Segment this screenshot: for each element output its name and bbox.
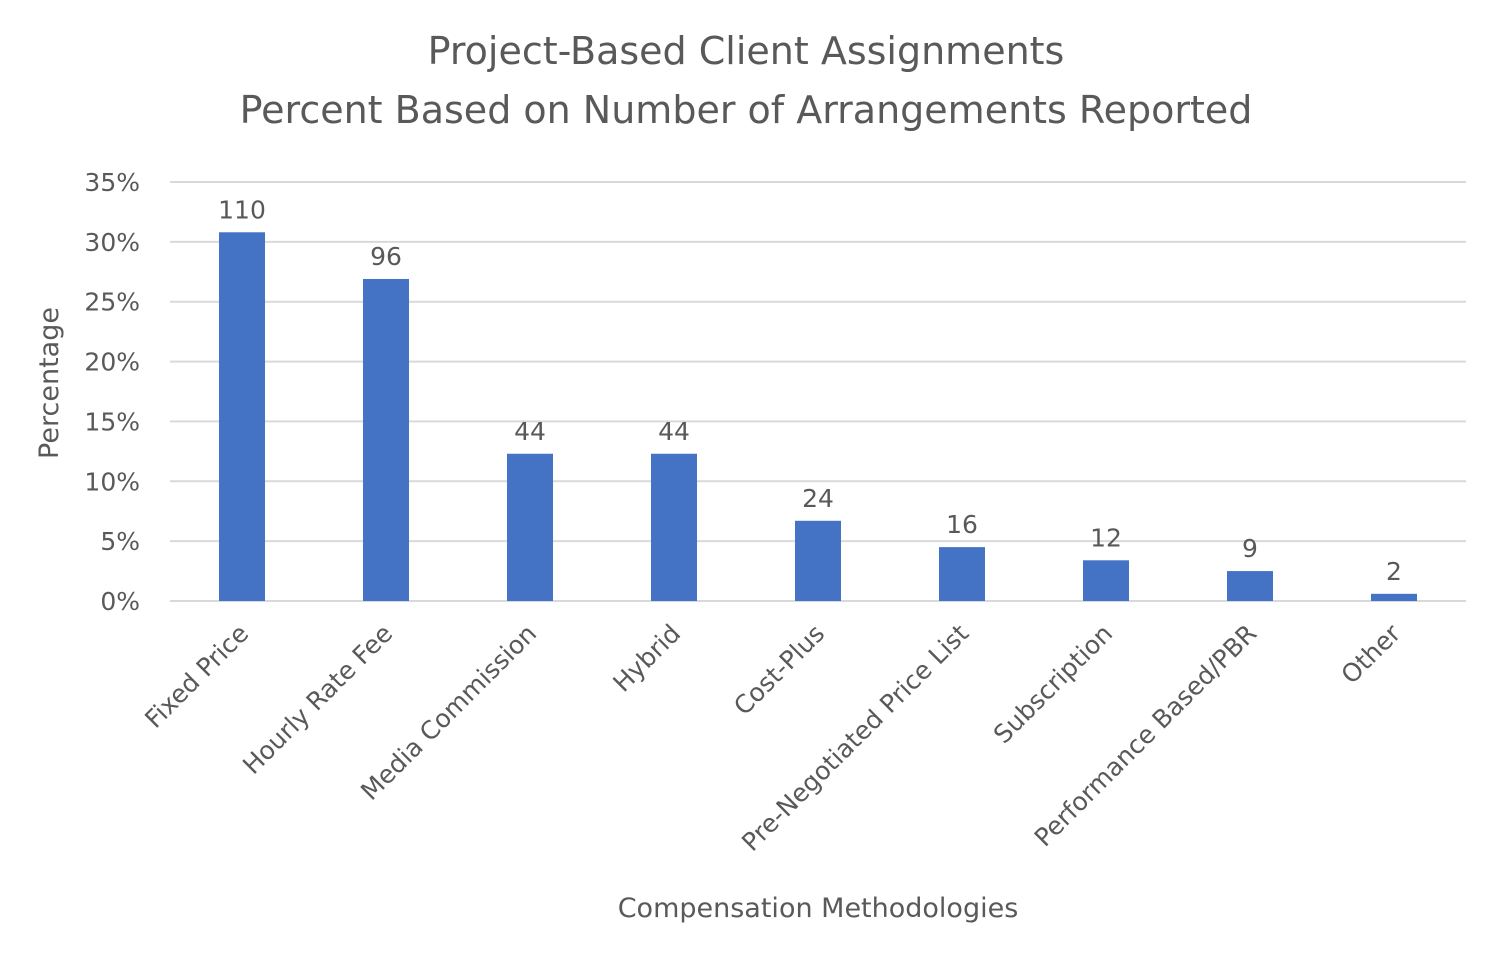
y-tick-label: 5% [100, 527, 140, 556]
data-label: 24 [802, 484, 834, 513]
data-label: 44 [658, 417, 690, 446]
data-label: 110 [218, 195, 266, 224]
data-label: 44 [514, 417, 546, 446]
x-tick-label: Subscription [988, 619, 1118, 749]
y-tick-label: 30% [84, 228, 140, 257]
y-tick-label: 15% [84, 407, 140, 436]
bar [363, 278, 409, 601]
x-tick-label: Hourly Rate Fee [237, 619, 398, 780]
x-tick-label: Hybrid [607, 619, 686, 698]
bar [219, 232, 265, 601]
y-tick-label: 20% [84, 348, 140, 377]
data-label: 16 [946, 510, 978, 539]
y-tick-label: 10% [84, 467, 140, 496]
bar [795, 520, 841, 601]
data-label: 9 [1242, 534, 1258, 563]
x-axis-label: Compensation Methodologies [618, 893, 1019, 924]
bar [1083, 560, 1129, 601]
bar [651, 453, 697, 601]
bar [939, 547, 985, 601]
chart-title: Project-Based Client Assignments [428, 29, 1065, 73]
x-tick-label: Other [1336, 618, 1407, 689]
x-tick-label: Cost-Plus [728, 619, 830, 721]
bar [507, 453, 553, 601]
bar [1371, 593, 1417, 601]
y-tick-label: 0% [100, 587, 140, 616]
data-label: 96 [370, 242, 402, 271]
y-tick-label: 25% [84, 288, 140, 317]
y-axis-label: Percentage [34, 307, 65, 459]
data-label: 12 [1090, 523, 1122, 552]
x-tick-label: Fixed Price [139, 619, 254, 734]
x-tick-label: Pre-Negotiated Price List [736, 619, 974, 857]
data-label: 2 [1386, 557, 1402, 586]
chart-subtitle: Percent Based on Number of Arrangements … [240, 88, 1253, 132]
y-tick-label: 35% [84, 168, 140, 197]
bar [1227, 571, 1273, 601]
